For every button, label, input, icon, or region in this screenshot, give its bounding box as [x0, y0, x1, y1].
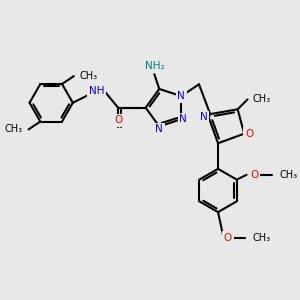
Text: O: O	[224, 233, 232, 243]
Text: CH₃: CH₃	[253, 233, 271, 243]
Text: O: O	[245, 129, 253, 139]
Text: O: O	[250, 170, 259, 180]
Text: CH₃: CH₃	[80, 71, 98, 81]
Text: NH₂: NH₂	[145, 61, 164, 71]
Text: N: N	[179, 114, 187, 124]
Text: N: N	[200, 112, 208, 122]
Text: N: N	[177, 91, 185, 101]
Text: CH₃: CH₃	[252, 94, 271, 104]
Text: CH₃: CH₃	[4, 124, 22, 134]
Text: O: O	[114, 116, 122, 125]
Text: N: N	[155, 124, 163, 134]
Text: CH₃: CH₃	[279, 170, 297, 180]
Text: NH: NH	[89, 86, 104, 96]
